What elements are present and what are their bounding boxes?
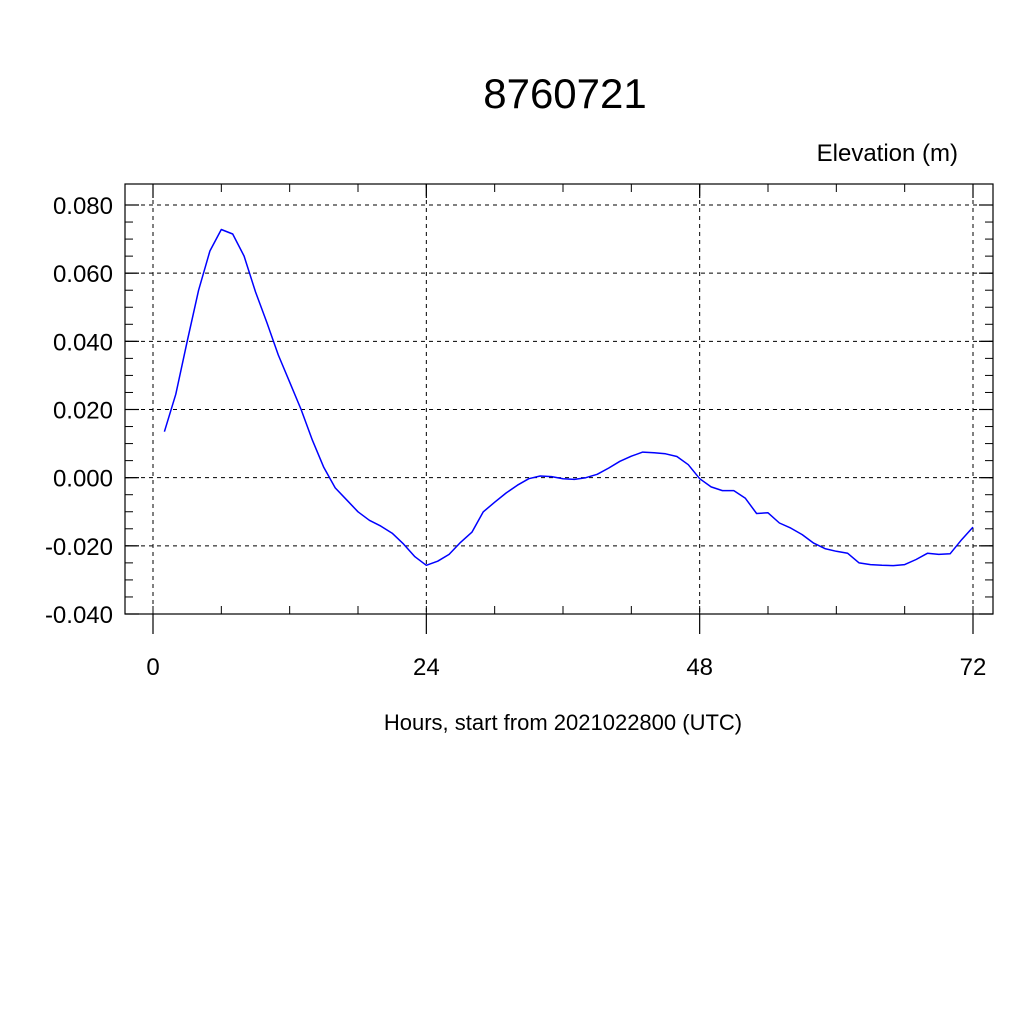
y-tick-label: 0.080 bbox=[53, 193, 113, 220]
x-tick-label: 48 bbox=[686, 654, 713, 681]
x-axis-label: Hours, start from 2021022800 (UTC) bbox=[384, 710, 742, 735]
x-tick-label: 72 bbox=[960, 654, 987, 681]
series-group bbox=[163, 228, 974, 567]
y-tick-label: 0.020 bbox=[53, 398, 113, 425]
grid-lines bbox=[125, 184, 993, 615]
y-tick-labels: -0.040 -0.020 0.000 0.020 0.040 0.060 0.080 bbox=[45, 193, 113, 629]
y-tick-label: 0.000 bbox=[53, 466, 113, 493]
y-tick-label: 0.060 bbox=[53, 261, 113, 288]
x-tick-labels: 0 24 48 72 bbox=[146, 654, 986, 681]
x-tick-label: 24 bbox=[413, 654, 440, 681]
x-tick-label: 0 bbox=[146, 654, 159, 681]
y-tick-label: -0.020 bbox=[45, 534, 113, 561]
y-axis-units-label: Elevation (m) bbox=[817, 140, 958, 167]
y-tick-label: 0.040 bbox=[53, 329, 113, 356]
series-line bbox=[163, 228, 974, 567]
plot-frame bbox=[124, 183, 994, 615]
minor-ticks bbox=[125, 184, 993, 615]
y-tick-label: -0.040 bbox=[45, 602, 113, 629]
chart-title: 8760721 bbox=[483, 70, 647, 117]
